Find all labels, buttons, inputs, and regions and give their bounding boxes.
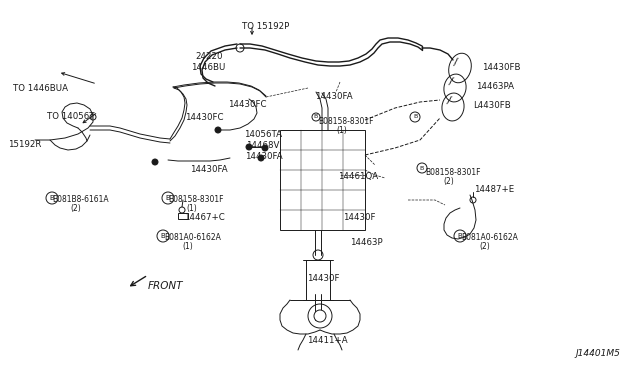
Text: 14430F: 14430F (307, 274, 339, 283)
Text: /: / (448, 77, 454, 87)
Text: 14430FC: 14430FC (185, 113, 223, 122)
Circle shape (215, 127, 221, 133)
Text: 14430FB: 14430FB (482, 63, 520, 72)
Text: B: B (413, 115, 417, 119)
Text: (2): (2) (443, 177, 454, 186)
Text: 1446BU: 1446BU (191, 63, 225, 72)
Text: TO 1446BUA: TO 1446BUA (13, 84, 68, 93)
Text: TO 14056T: TO 14056T (47, 112, 95, 121)
Circle shape (314, 310, 326, 322)
Text: 14463PA: 14463PA (476, 82, 514, 91)
Text: 15192R: 15192R (8, 140, 42, 149)
Text: 14411+A: 14411+A (307, 336, 348, 345)
Text: L4430FB: L4430FB (473, 101, 511, 110)
Text: (2): (2) (479, 242, 490, 251)
Bar (306, 260, 330, 300)
Text: 14430FC: 14430FC (228, 100, 266, 109)
Text: B: B (420, 166, 424, 170)
Text: B081A0-6162A: B081A0-6162A (461, 233, 518, 242)
Text: 14430FA: 14430FA (190, 165, 228, 174)
Text: (1): (1) (182, 242, 193, 251)
Text: /: / (453, 57, 459, 67)
Circle shape (258, 155, 264, 161)
Text: B08158-8301F: B08158-8301F (318, 117, 374, 126)
Text: 14056TA: 14056TA (244, 130, 282, 139)
Text: B: B (50, 195, 54, 201)
Text: FRONT: FRONT (148, 281, 184, 291)
Text: (1): (1) (186, 204, 196, 213)
Text: 14463P: 14463P (350, 238, 383, 247)
Text: B: B (458, 233, 462, 239)
Bar (178, 213, 188, 219)
Circle shape (262, 145, 268, 151)
Bar (280, 130, 365, 230)
Text: 14467+C: 14467+C (184, 213, 225, 222)
Text: /: / (446, 96, 452, 106)
Text: J14401M5: J14401M5 (575, 349, 620, 358)
Text: 14487+E: 14487+E (474, 185, 515, 194)
Text: (2): (2) (70, 204, 81, 213)
Text: B081A0-6162A: B081A0-6162A (164, 233, 221, 242)
Text: B081B8-6161A: B081B8-6161A (52, 195, 109, 204)
Text: B08158-8301F: B08158-8301F (168, 195, 223, 204)
Text: 14430FA: 14430FA (245, 152, 283, 161)
Text: 24220: 24220 (195, 52, 223, 61)
Text: 14461QA: 14461QA (338, 172, 378, 181)
Text: 14468V: 14468V (246, 141, 280, 150)
Text: B08158-8301F: B08158-8301F (425, 168, 481, 177)
Circle shape (246, 144, 252, 150)
Text: (1): (1) (336, 126, 347, 135)
Text: B: B (314, 115, 318, 119)
Circle shape (152, 159, 158, 165)
Text: B: B (161, 233, 165, 239)
Text: 14430F: 14430F (343, 213, 376, 222)
Text: 14430FA: 14430FA (315, 92, 353, 101)
Text: B: B (166, 195, 170, 201)
Text: TO 15192P: TO 15192P (242, 22, 289, 31)
